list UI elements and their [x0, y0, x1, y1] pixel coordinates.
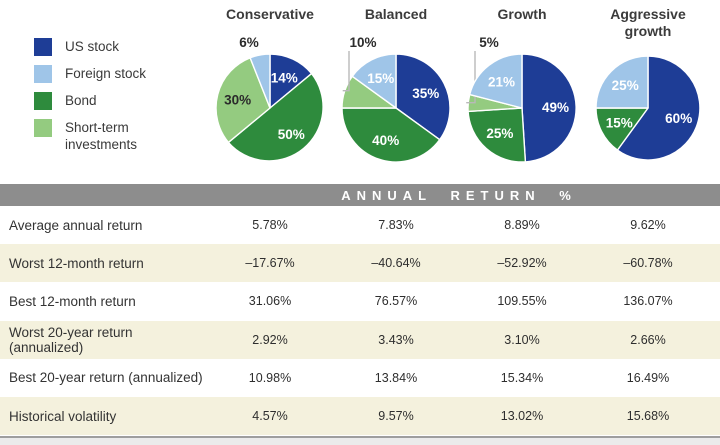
value-growth: 8.89% — [504, 218, 540, 233]
legend-swatch-bond — [34, 92, 52, 110]
pie-slice-aggressive-growth-foreign-stock — [595, 55, 649, 109]
bottom-divider — [0, 436, 720, 438]
table-row-worst-12-month-return: Worst 12-month return –17.67% –40.64% –52.9… — [0, 244, 720, 283]
allocation-pie-charts: 14% 50% 30% 6% 35% 40% 10% 15% 49% 25% 5% 21% 60% 15%… — [215, 35, 701, 163]
pie-title-conservative: Conservative — [226, 6, 314, 22]
legend-label: Short-term investments — [65, 120, 138, 152]
value-aggressive-growth: –60.78% — [623, 256, 673, 271]
slice-label-us-stock: 60% — [665, 111, 692, 126]
value-aggressive-growth: 136.07% — [623, 294, 673, 309]
slice-label-bond: 25% — [486, 126, 513, 141]
value-aggressive-growth: 9.62% — [630, 218, 666, 233]
legend-swatch-foreign-stock — [34, 65, 52, 83]
pie-slice-growth-us-stock — [521, 53, 577, 163]
value-conservative: 31.06% — [248, 294, 292, 309]
slice-label-us-stock: 35% — [412, 86, 439, 101]
value-balanced: 13.84% — [374, 370, 418, 385]
row-label: Worst 20-year return (annualized) — [9, 324, 133, 355]
legend-label: US stock — [65, 39, 120, 54]
value-balanced: –40.64% — [371, 256, 421, 271]
slice-label-bond: 40% — [372, 133, 399, 148]
table-row-worst-20-year-return-annualized-: Worst 20-year return (annualized) 2.92% 3.… — [0, 320, 720, 359]
legend-item-foreign-stock: Foreign stock — [34, 65, 175, 83]
annual-return-header-bar: ANNUAL RETURN % — [0, 184, 720, 206]
pie-title-balanced: Balanced — [364, 6, 428, 22]
pie-title-growth: Growth — [497, 6, 547, 22]
row-label: Worst 12-month return — [9, 255, 144, 271]
legend-item-bond: Bond — [34, 92, 175, 110]
bottom-strip — [0, 438, 720, 445]
returns-table: Average annual return 5.78% 7.83% 8.89% 9.62… — [0, 206, 720, 436]
slice-callout-label-foreign-stock: 6% — [239, 35, 259, 50]
row-label: Best 20-year return (annualized) — [9, 370, 203, 386]
row-label: Average annual return — [9, 217, 143, 233]
value-aggressive-growth: 15.68% — [626, 409, 670, 424]
value-balanced: 3.43% — [378, 332, 414, 347]
pie-slice-aggressive-growth-us-stock — [616, 55, 701, 161]
legend-item-short-term-investments: Short-term investments — [34, 119, 175, 153]
slice-label-foreign-stock: 15% — [367, 71, 394, 86]
value-growth: 15.34% — [500, 370, 544, 385]
table-row-historical-volatility: Historical volatility 4.57% 9.57% 13.02% 15.… — [0, 396, 720, 436]
legend-label: Bond — [65, 93, 97, 108]
pie-slice-balanced-bond — [341, 107, 441, 163]
pie-slice-conservative-short-term-investments — [215, 57, 271, 144]
pie-slice-balanced-foreign-stock — [351, 53, 397, 109]
slice-label-us-stock: 14% — [271, 71, 298, 86]
slice-callout-label-short-term-investments: 5% — [479, 35, 499, 50]
row-label: Historical volatility — [9, 408, 117, 424]
pie-slice-aggressive-growth-bond — [595, 107, 649, 151]
pie-slice-growth-bond — [467, 107, 527, 163]
value-growth: –52.92% — [497, 256, 547, 271]
legend-label: Foreign stock — [65, 66, 147, 81]
slice-label-us-stock: 49% — [542, 100, 569, 115]
pie-slice-conservative-bond — [227, 72, 324, 162]
value-balanced: 9.57% — [378, 409, 414, 424]
table-row-best-20-year-return-annualized-: Best 20-year return (annualized) 10.98% 13… — [0, 358, 720, 397]
slice-label-short-term-investments: 30% — [224, 93, 251, 108]
legend-item-us-stock: US stock — [34, 38, 175, 56]
slice-label-bond: 15% — [606, 116, 633, 131]
pie-slice-growth-foreign-stock — [469, 53, 523, 109]
value-growth: 3.10% — [504, 332, 540, 347]
table-row-average-annual-return: Average annual return 5.78% 7.83% 8.89% 9.62… — [0, 206, 720, 245]
slice-label-bond: 50% — [278, 127, 305, 142]
legend-swatch-us-stock — [34, 38, 52, 56]
pie-title-aggressive-growth: Aggressive growth — [610, 6, 686, 39]
pie-slice-conservative-foreign-stock — [249, 53, 271, 109]
value-balanced: 7.83% — [378, 218, 414, 233]
value-conservative: 5.78% — [252, 218, 288, 233]
row-label: Best 12-month return — [9, 293, 136, 309]
callout-leader-line — [466, 51, 476, 104]
value-aggressive-growth: 16.49% — [626, 370, 670, 385]
slice-callout-label-short-term-investments: 10% — [349, 35, 376, 50]
value-conservative: –17.67% — [245, 256, 295, 271]
callout-leader-line — [342, 51, 350, 92]
pie-slice-balanced-us-stock — [395, 53, 451, 141]
table-row-best-12-month-return: Best 12-month return 31.06% 76.57% 109.55% 1… — [0, 282, 720, 321]
value-conservative: 2.92% — [252, 332, 288, 347]
value-growth: 109.55% — [497, 294, 547, 309]
pie-legend: US stock Foreign stock Bond Short-term inve… — [34, 38, 175, 162]
value-conservative: 4.57% — [252, 409, 288, 424]
pie-titles: Conservative Balanced Growth Aggressive … — [207, 6, 711, 40]
value-aggressive-growth: 2.66% — [630, 332, 666, 347]
legend-swatch-short-term-investments — [34, 119, 52, 137]
slice-label-foreign-stock: 25% — [612, 78, 639, 93]
value-conservative: 10.98% — [248, 370, 292, 385]
value-growth: 13.02% — [500, 409, 544, 424]
slice-label-foreign-stock: 21% — [488, 75, 515, 90]
value-balanced: 76.57% — [374, 294, 418, 309]
annual-return-title: ANNUAL RETURN % — [341, 187, 577, 203]
